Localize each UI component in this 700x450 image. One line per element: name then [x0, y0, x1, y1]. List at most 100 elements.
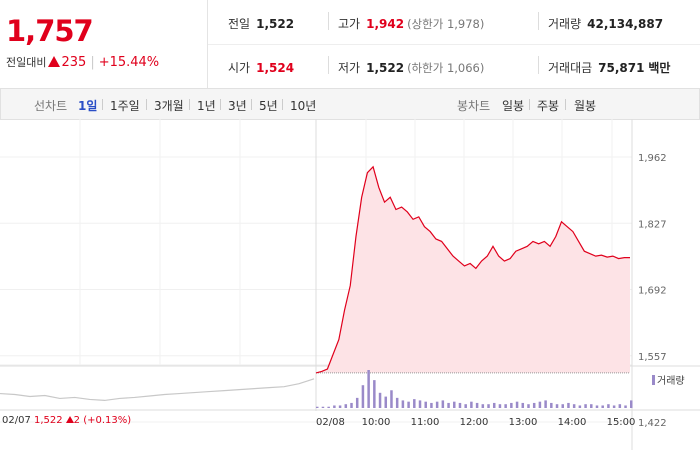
prev-date: 02/07	[2, 415, 31, 426]
volume-bar	[527, 404, 530, 408]
divider	[208, 44, 700, 45]
volume-bar	[612, 405, 616, 408]
divider	[102, 99, 103, 110]
stat-low: 저가 1,522 (하한가 1,066)	[338, 59, 484, 76]
x-tick-label: 13:00	[509, 417, 538, 428]
chart-toolbar: 선차트 1일 1주일 3개월 1년 3년 5년 10년 봉차트 일봉 주봉 월봉	[0, 88, 700, 120]
stat-label: 전일	[228, 17, 251, 31]
stat-volume: 거래량 42,134,887	[548, 15, 663, 32]
volume-bar	[595, 405, 599, 408]
volume-bar	[584, 404, 587, 408]
stat-value: 75,871	[598, 61, 645, 75]
volume-bar	[361, 385, 365, 408]
tab-1week[interactable]: 1주일	[110, 99, 140, 113]
volume-bar	[550, 402, 553, 408]
volume-bar	[435, 401, 439, 408]
stat-label: 고가	[338, 17, 361, 31]
stat-value: 1,522	[366, 61, 405, 75]
stat-note: (하한가 1,066)	[407, 61, 485, 75]
axis-labels: 1,962 1,827 1,692 1,557 1,422 10:00 11:00 12:00…	[316, 153, 667, 429]
divider	[529, 99, 530, 110]
volume-bar	[378, 392, 382, 408]
volume-bar	[607, 404, 610, 408]
x-tick-label: 11:00	[411, 417, 440, 428]
x-tick-label: 10:00	[362, 417, 391, 428]
change-value: 235	[61, 55, 87, 70]
volume-bar	[453, 401, 456, 408]
stat-label: 거래대금	[548, 61, 593, 75]
volume-bar	[407, 401, 410, 408]
y-tick-label: 1,827	[638, 219, 667, 230]
volume-bar	[481, 404, 485, 408]
tab-1year[interactable]: 1년	[197, 99, 216, 113]
stat-unit: 백만	[648, 61, 671, 75]
tab-10year[interactable]: 10년	[290, 99, 317, 113]
volume-bar	[413, 399, 416, 408]
line-chart-label: 선차트	[34, 99, 68, 113]
stat-label: 저가	[338, 61, 361, 75]
stat-amount: 거래대금 75,871 백만	[548, 59, 670, 76]
volume-bar	[316, 406, 319, 408]
stats-panel: 전일 1,522 고가 1,942 (상한가 1,978) 거래량 42,134,887…	[208, 0, 700, 88]
y-tick-label: 1,422	[638, 418, 667, 429]
volume-bar	[630, 400, 633, 408]
volume-bar	[504, 404, 507, 408]
volume-bar	[510, 402, 513, 408]
stat-value: 1,524	[256, 61, 295, 75]
volume-bar	[618, 404, 622, 408]
volume-bar	[555, 404, 559, 408]
divider: |	[90, 55, 95, 70]
volume-bar	[464, 404, 467, 408]
tab-monthly-candle[interactable]: 월봉	[574, 99, 597, 113]
volume-bar	[498, 404, 502, 408]
volume-bar	[458, 402, 462, 408]
divider	[328, 56, 329, 74]
volume-bar	[447, 402, 450, 408]
volume-bar	[424, 401, 427, 408]
price-series	[315, 165, 630, 374]
volume-bar	[384, 396, 388, 408]
divider	[538, 56, 539, 74]
stat-prev-close: 전일 1,522	[228, 15, 294, 32]
tab-5year[interactable]: 5년	[259, 99, 278, 113]
x-tick-label: 15:00	[607, 417, 636, 428]
volume-bar	[601, 405, 604, 408]
divider	[220, 99, 221, 110]
stat-high: 고가 1,942 (상한가 1,978)	[338, 15, 484, 32]
volume-bar	[538, 401, 542, 408]
tab-daily-candle[interactable]: 일봉	[502, 99, 525, 113]
tab-3year[interactable]: 3년	[228, 99, 247, 113]
divider	[282, 99, 283, 110]
up-triangle-icon	[48, 56, 61, 67]
stat-value: 1,522	[256, 17, 295, 31]
prev-close: 1,522	[34, 415, 63, 426]
stat-label: 거래량	[548, 17, 582, 31]
current-price: 1,757	[6, 14, 94, 48]
tab-3month[interactable]: 3개월	[154, 99, 184, 113]
volume-bar	[418, 400, 422, 408]
volume-bar	[572, 404, 576, 408]
volume-bar	[430, 402, 433, 408]
volume-bar	[355, 397, 359, 408]
x-tick-label: 12:00	[460, 417, 489, 428]
volume-bar	[544, 400, 547, 408]
up-triangle-icon	[65, 416, 74, 423]
tab-1day[interactable]: 1일	[78, 99, 98, 113]
stat-label: 시가	[228, 61, 251, 75]
volume-legend: 거래량	[652, 372, 685, 387]
volume-bar	[521, 402, 525, 408]
volume-bar	[578, 405, 582, 408]
volume-bar	[515, 401, 519, 408]
volume-bar	[401, 400, 405, 408]
divider	[146, 99, 147, 110]
y-tick-label: 1,962	[638, 153, 667, 164]
volume-bar	[492, 402, 496, 408]
volume-bar	[333, 405, 336, 408]
tab-weekly-candle[interactable]: 주봉	[537, 99, 560, 113]
volume-legend-label: 거래량	[657, 376, 685, 387]
stat-open: 시가 1,524	[228, 59, 294, 76]
volume-bar	[395, 397, 399, 408]
volume-bar	[327, 406, 330, 408]
price-area-fill	[316, 166, 630, 373]
divider	[251, 99, 252, 110]
